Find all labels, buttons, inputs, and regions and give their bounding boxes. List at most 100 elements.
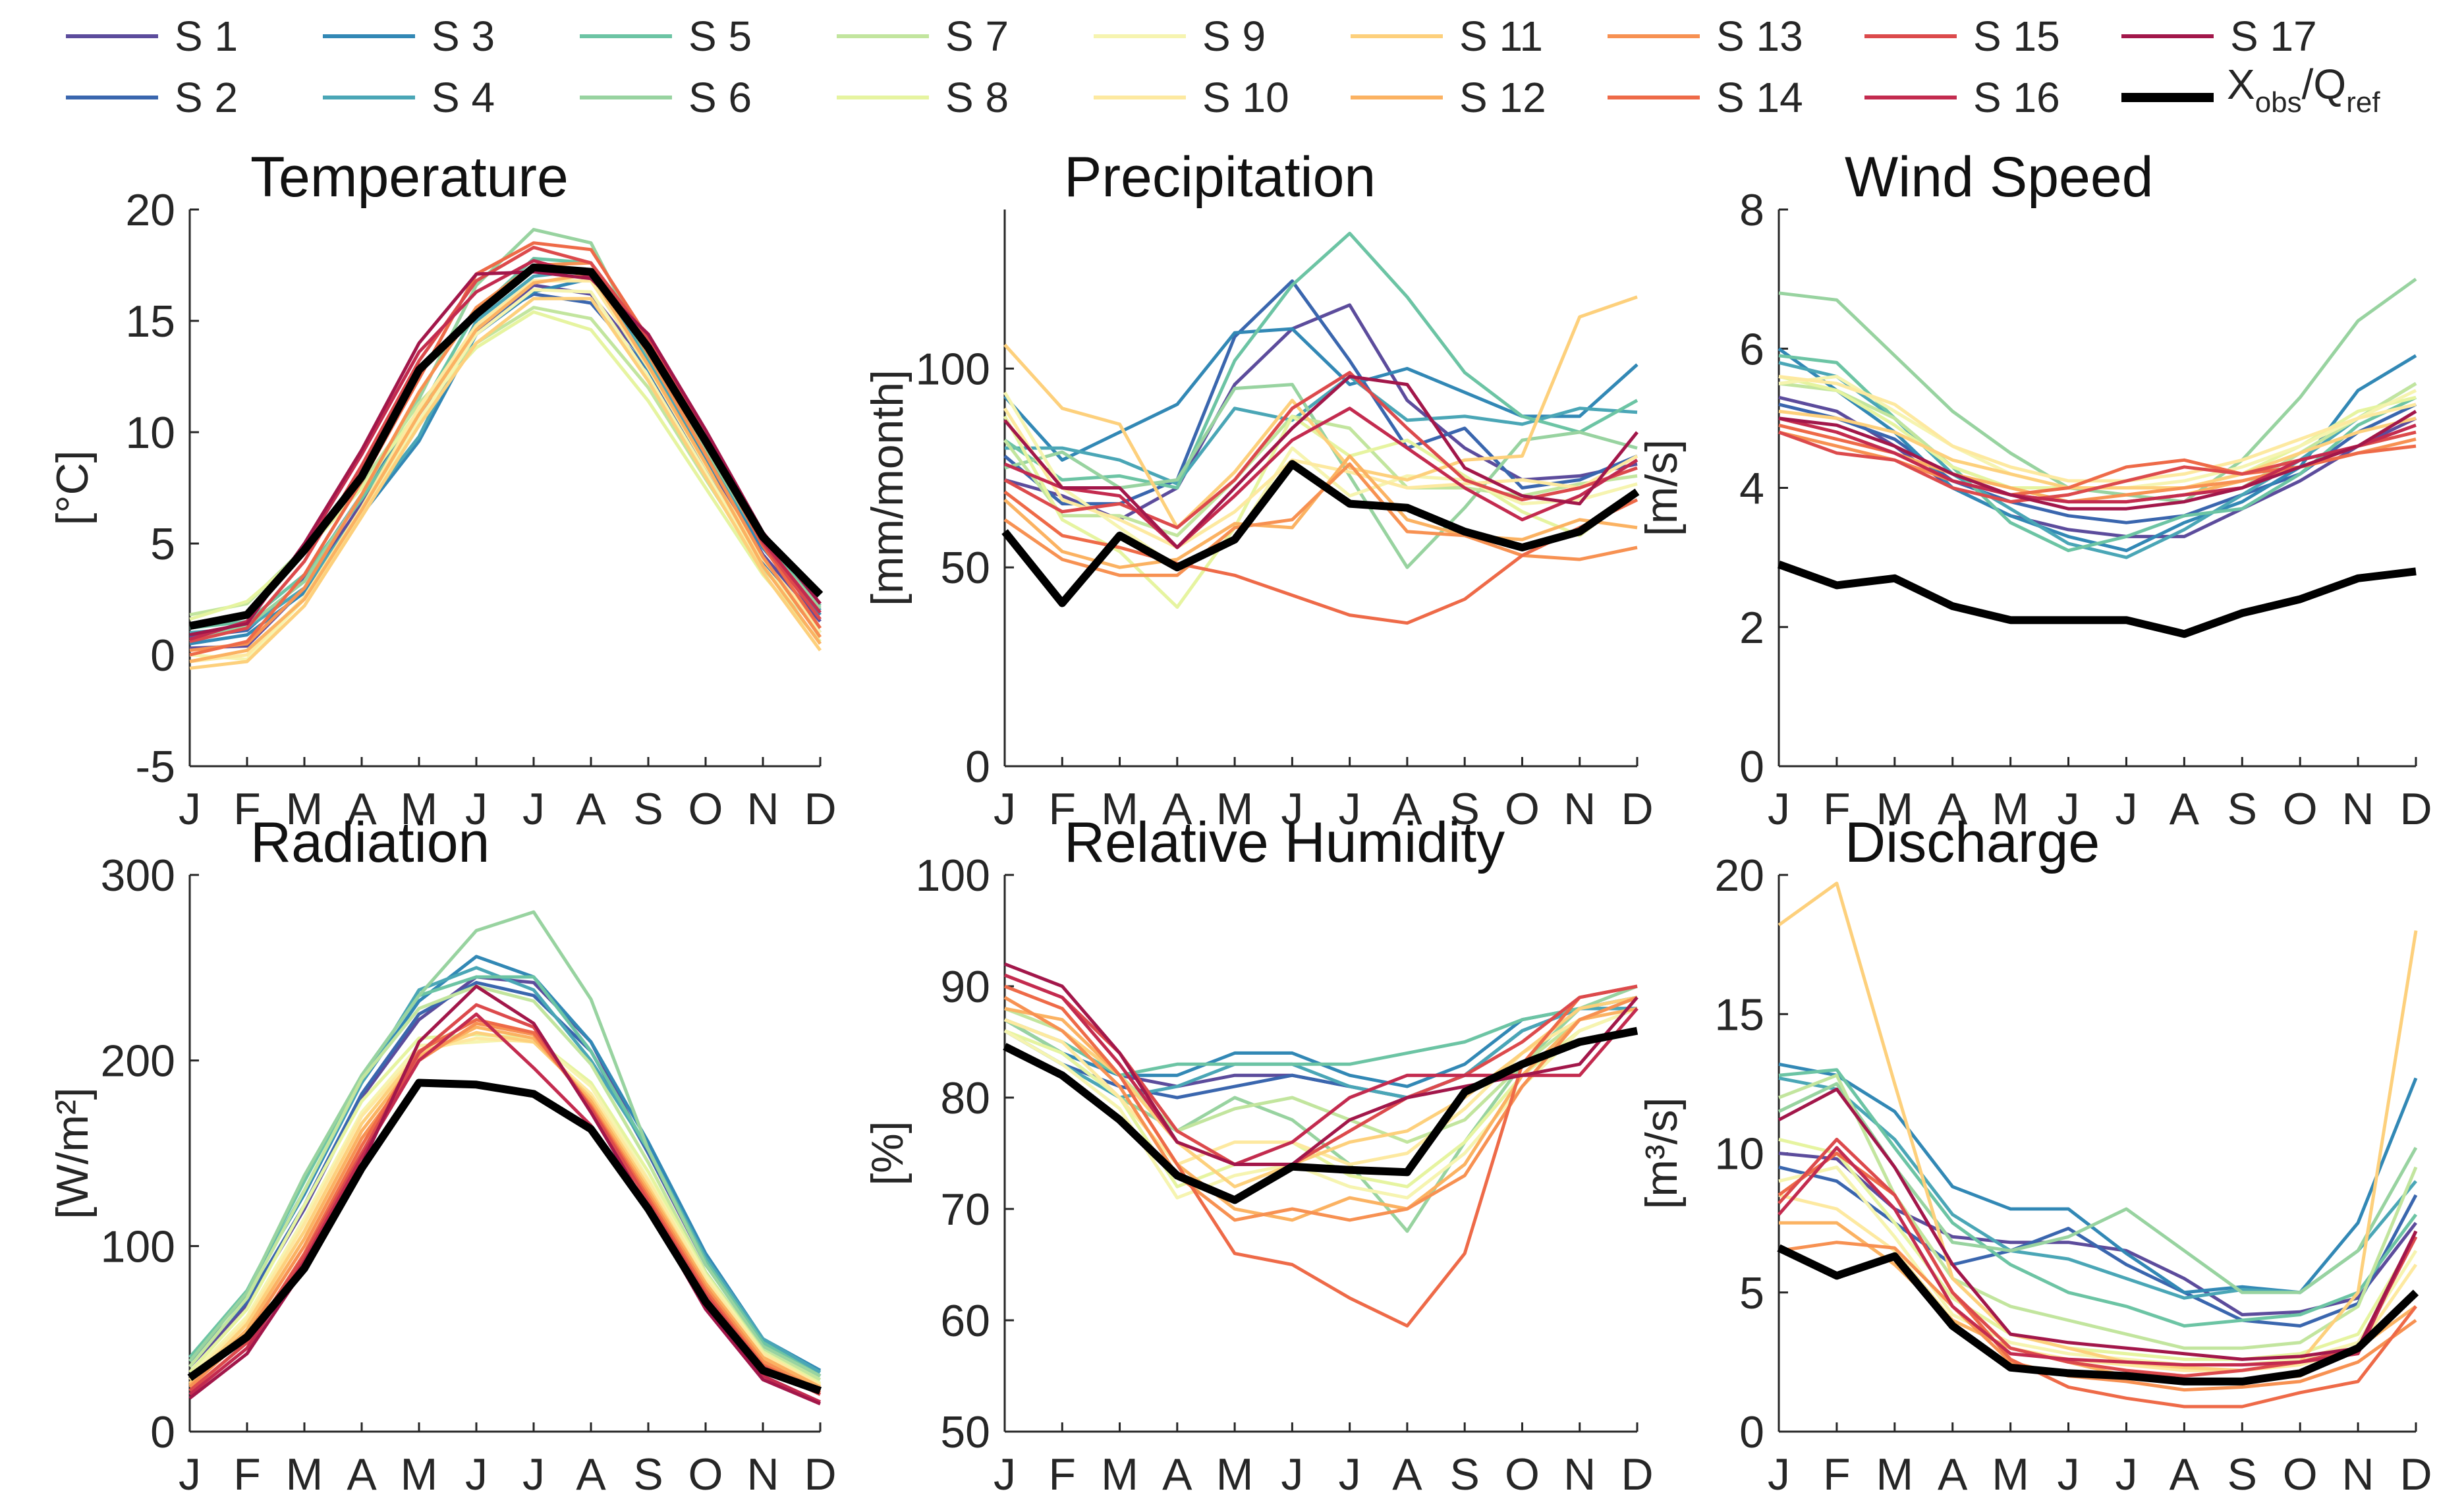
series-line-s16 — [1004, 406, 1639, 549]
series-line-obs — [188, 263, 824, 630]
y-tick-label: 0 — [150, 630, 175, 681]
series-line-s17 — [1004, 962, 1639, 1166]
x-tick-label: M — [286, 1449, 323, 1499]
x-tick-label: J — [179, 784, 201, 834]
x-tick-label: J — [465, 784, 488, 834]
panel-title: Discharge — [1845, 811, 2100, 874]
y-axis-label: [m³/s] — [1637, 1098, 1687, 1210]
x-tick-label: F — [1823, 1449, 1851, 1499]
series-line-s17 — [1778, 1087, 2418, 1361]
legend-label: S 12 — [1459, 74, 1546, 121]
y-tick-label: 50 — [940, 543, 990, 593]
x-tick-label: O — [2283, 1449, 2318, 1499]
y-tick-label: 15 — [1714, 990, 1764, 1040]
x-tick-label: N — [1563, 1449, 1596, 1499]
y-tick-label: 80 — [940, 1073, 990, 1123]
x-tick-label: M — [1101, 784, 1138, 834]
y-axis-label: [m/s] — [1637, 439, 1687, 536]
series-line-s6 — [1778, 277, 2417, 504]
x-tick-label: J — [522, 1449, 545, 1499]
panel-title: Wind Speed — [1845, 146, 2154, 209]
x-tick-label: J — [522, 784, 545, 834]
y-tick-label: 100 — [916, 851, 990, 901]
x-tick-label: N — [2342, 1449, 2374, 1499]
y-tick-label: 200 — [101, 1036, 175, 1086]
legend-label: S 14 — [1716, 74, 1803, 121]
x-tick-label: J — [994, 1449, 1016, 1499]
x-tick-label: F — [1048, 784, 1076, 834]
legend-label: S 17 — [2230, 13, 2317, 60]
series-line-s11 — [1003, 295, 1638, 530]
series-line-s6 — [1004, 383, 1638, 569]
y-tick-label: 5 — [1739, 1268, 1764, 1318]
legend-entry: S 16 — [1864, 74, 2060, 121]
x-tick-label: J — [2115, 784, 2137, 834]
x-tick-label: A — [347, 784, 377, 834]
x-tick-label: O — [688, 784, 723, 834]
series-line-s16 — [1004, 973, 1639, 1166]
series-line-s12 — [188, 1025, 822, 1389]
legend-entry: S 8 — [837, 74, 1009, 121]
x-tick-label: O — [1505, 1449, 1540, 1499]
y-tick-label: 100 — [101, 1221, 175, 1272]
x-tick-label: A — [2170, 784, 2200, 834]
legend-entry: S 9 — [1094, 13, 1266, 60]
y-tick-label: 20 — [1714, 851, 1764, 901]
y-tick-label: 90 — [940, 962, 990, 1012]
y-tick-label: 0 — [1739, 742, 1764, 792]
x-tick-label: A — [1162, 784, 1192, 834]
y-axis-label: [°C] — [47, 450, 98, 525]
series-line-s4 — [1005, 375, 1638, 486]
legend-entry: S 7 — [837, 13, 1009, 60]
x-tick-label: J — [2115, 1449, 2137, 1499]
series-line-s11 — [1778, 882, 2418, 1372]
x-tick-label: J — [179, 1449, 201, 1499]
x-tick-label: S — [2227, 784, 2257, 834]
x-tick-label: J — [2058, 784, 2080, 834]
x-tick-label: S — [2227, 1449, 2257, 1499]
legend: S 1 S 2 S 3 S 4 S 5 S 6 S 7 S 8 S 9 S 10 S 11 S 12 S… — [66, 13, 2380, 121]
x-tick-label: J — [465, 1449, 488, 1499]
panel-title: Temperature — [250, 146, 569, 209]
series-line-obs — [187, 1078, 822, 1395]
y-tick-label: 100 — [916, 344, 990, 394]
x-tick-label: D — [804, 1449, 836, 1499]
series-line-s5 — [188, 975, 822, 1378]
x-tick-label: F — [1048, 1449, 1076, 1499]
series-line-s16 — [1778, 416, 2417, 504]
x-tick-label: A — [1392, 784, 1422, 834]
legend-entry: S 1 — [66, 13, 238, 60]
legend-label: S 15 — [1973, 13, 2060, 60]
y-tick-label: 300 — [101, 851, 175, 901]
legend-entry: S 12 — [1351, 74, 1546, 121]
x-tick-label: A — [2170, 1449, 2200, 1499]
legend-label: S 10 — [1202, 74, 1289, 121]
x-tick-label: D — [1621, 1449, 1653, 1499]
x-tick-label: F — [233, 1449, 261, 1499]
legend-label: S 4 — [432, 74, 495, 121]
y-tick-label: -5 — [136, 742, 175, 792]
series-line-obs — [1777, 1244, 2419, 1386]
x-tick-label: A — [576, 784, 606, 834]
y-tick-label: 60 — [940, 1296, 990, 1346]
legend-entry-obs: Xobs/Qref — [2121, 61, 2380, 119]
legend-label: S 1 — [175, 13, 238, 60]
legend-entry: S 4 — [323, 74, 495, 121]
series-line-s3 — [1003, 327, 1639, 462]
x-tick-label: A — [1938, 784, 1968, 834]
x-tick-label: S — [1450, 784, 1480, 834]
series-line-obs — [1001, 460, 1640, 607]
x-tick-label: S — [633, 1449, 663, 1499]
y-tick-label: 70 — [940, 1185, 990, 1235]
x-tick-label: A — [1392, 1449, 1422, 1499]
legend-label: S 6 — [688, 74, 752, 121]
x-tick-label: J — [994, 784, 1016, 834]
legend-label: S 9 — [1202, 13, 1266, 60]
x-tick-label: J — [2058, 1449, 2080, 1499]
y-tick-label: 50 — [940, 1407, 990, 1457]
x-tick-label: S — [1450, 1449, 1480, 1499]
